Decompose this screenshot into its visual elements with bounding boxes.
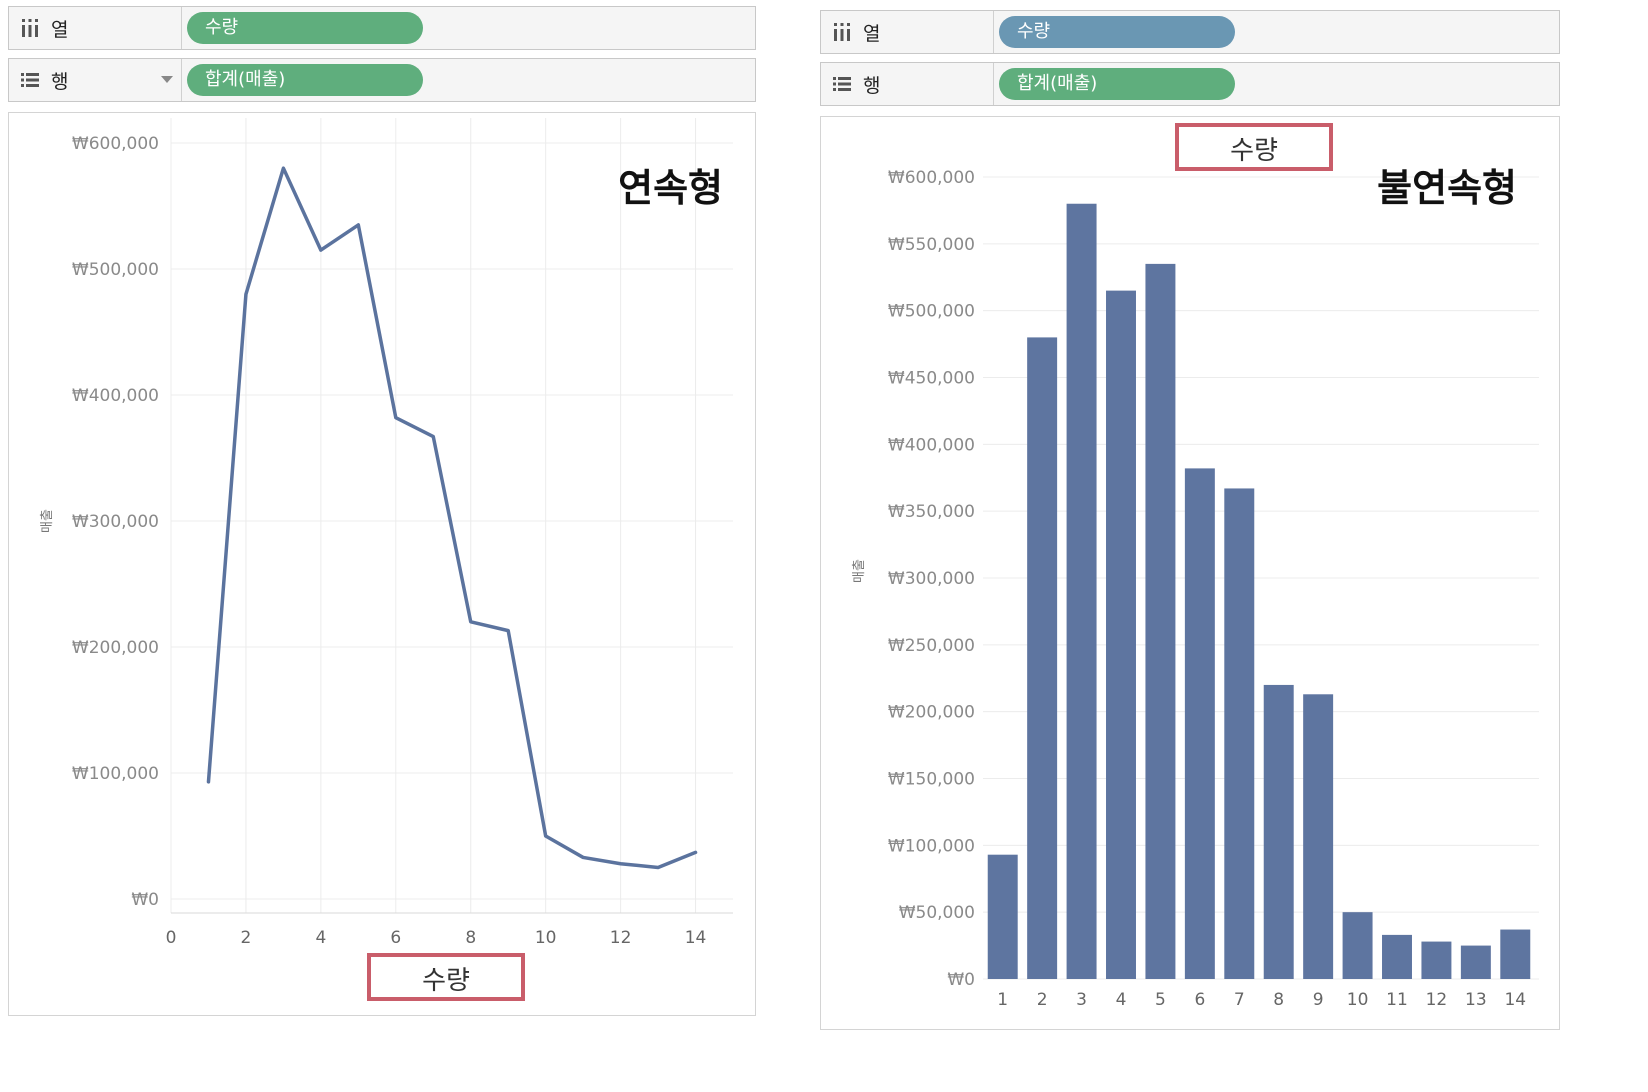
columns-shelf-text: 열 — [863, 22, 881, 45]
y-tick-label: ₩0 — [947, 970, 975, 990]
y-tick-label: ₩300,000 — [888, 569, 975, 589]
bar — [1460, 945, 1491, 979]
columns-icon — [22, 19, 38, 37]
x-axis-title-highlight — [367, 953, 525, 1001]
y-tick-label: ₩100,000 — [72, 764, 159, 784]
x-tick-label: 3 — [1076, 990, 1087, 1010]
columns-shelf-label: 열 — [821, 11, 994, 53]
x-tick-label: 8 — [1273, 990, 1284, 1010]
y-tick-label: ₩600,000 — [72, 134, 159, 154]
y-tick-label: ₩550,000 — [888, 235, 975, 255]
bar — [1224, 488, 1255, 979]
chevron-down-icon[interactable] — [161, 76, 173, 83]
x-tick-label: 5 — [1155, 990, 1166, 1010]
x-tick-label: 13 — [1465, 990, 1487, 1010]
x-tick-label: 11 — [1386, 990, 1408, 1010]
rows-shelf[interactable]: 행 합계(매출) — [820, 62, 1560, 106]
y-tick-label: ₩100,000 — [888, 836, 975, 856]
columns-icon — [834, 23, 850, 41]
bar — [1145, 263, 1176, 980]
x-tick-label: 9 — [1313, 990, 1324, 1010]
columns-shelf[interactable]: 열 수량 — [820, 10, 1560, 54]
y-tick-label: ₩250,000 — [888, 636, 975, 656]
bar — [1303, 694, 1334, 979]
rows-pill-sum-sales[interactable]: 합계(매출) — [999, 68, 1235, 100]
x-tick-label: 2 — [241, 928, 252, 948]
x-tick-label: 0 — [166, 928, 177, 948]
y-tick-label: ₩150,000 — [888, 770, 975, 790]
y-tick-label: ₩400,000 — [888, 435, 975, 455]
bar — [1106, 290, 1136, 979]
bar — [1184, 468, 1215, 979]
columns-shelf-label: 열 — [9, 7, 182, 49]
bar-chart: ₩0 ₩50,000 ₩100,000 ₩150,000 ₩200,000 ₩250,00… — [852, 123, 1539, 1010]
y-tick-label: ₩450,000 — [888, 369, 975, 389]
rows-shelf-text: 행 — [51, 70, 69, 93]
x-tick-label: 6 — [390, 928, 401, 948]
y-tick-label: ₩500,000 — [888, 302, 975, 322]
x-tick-label: 10 — [535, 928, 557, 948]
x-axis-title: 수량 — [1230, 136, 1278, 166]
line-chart-area: ₩0 ₩100,000 ₩200,000 ₩300,000 ₩400,000 ₩500,0… — [8, 112, 756, 1016]
x-tick-label: 4 — [315, 928, 326, 948]
line-chart: ₩0 ₩100,000 ₩200,000 ₩300,000 ₩400,000 ₩500,0… — [40, 118, 733, 1001]
y-tick-label: ₩400,000 — [72, 386, 159, 406]
chart-title: 연속형 — [618, 166, 723, 210]
bar — [1382, 934, 1412, 979]
rows-icon — [21, 73, 39, 87]
y-tick-label: ₩500,000 — [72, 260, 159, 280]
x-tick-label: 7 — [1234, 990, 1245, 1010]
y-tick-label: ₩0 — [131, 890, 159, 910]
bar — [1421, 941, 1452, 979]
rows-shelf-label: 행 — [9, 59, 182, 101]
y-tick-label: ₩600,000 — [888, 168, 975, 188]
x-tick-label: 8 — [465, 928, 476, 948]
series-line — [206, 166, 698, 870]
rows-shelf[interactable]: 행 합계(매출) — [8, 58, 756, 102]
x-tick-label: 6 — [1194, 990, 1205, 1010]
left-worksheet: 열 수량 행 합계(매출) ₩0 ₩100,000 ₩200,000 ₩300,000… — [0, 0, 800, 1092]
x-tick-label: 12 — [1426, 990, 1448, 1010]
columns-pill-quantity[interactable]: 수량 — [999, 16, 1235, 48]
bar — [1500, 929, 1531, 979]
chart-title: 불연속형 — [1377, 166, 1517, 210]
rows-pill-sum-sales[interactable]: 합계(매출) — [187, 64, 423, 96]
bar — [1263, 684, 1294, 979]
x-tick-label: 2 — [1037, 990, 1048, 1010]
right-worksheet: 열 수량 행 합계(매출) ₩0 ₩50,000 ₩100,000 ₩150,000 ₩… — [820, 0, 1648, 1092]
y-tick-label: ₩300,000 — [72, 512, 159, 532]
x-axis-title-highlight — [1175, 123, 1333, 171]
x-tick-label: 14 — [685, 928, 707, 948]
y-axis-title: 매출 — [852, 559, 867, 583]
y-tick-label: ₩50,000 — [899, 903, 975, 923]
bar — [1027, 337, 1058, 979]
y-tick-label: ₩200,000 — [888, 703, 975, 723]
y-tick-label: ₩350,000 — [888, 502, 975, 522]
rows-shelf-text: 행 — [863, 74, 881, 97]
y-axis-title: 매출 — [40, 509, 55, 533]
x-tick-label: 4 — [1116, 990, 1127, 1010]
bar — [987, 854, 1018, 979]
bar — [1066, 203, 1097, 979]
x-tick-label: 1 — [997, 990, 1008, 1010]
bar-chart-area: ₩0 ₩50,000 ₩100,000 ₩150,000 ₩200,000 ₩250,00… — [820, 116, 1560, 1030]
columns-shelf[interactable]: 열 수량 — [8, 6, 756, 50]
x-tick-label: 10 — [1347, 990, 1369, 1010]
x-tick-label: 12 — [610, 928, 632, 948]
x-axis-title: 수량 — [422, 966, 470, 996]
y-tick-label: ₩200,000 — [72, 638, 159, 658]
columns-shelf-text: 열 — [51, 18, 69, 41]
columns-pill-quantity[interactable]: 수량 — [187, 12, 423, 44]
rows-icon — [833, 77, 851, 91]
x-tick-label: 14 — [1504, 990, 1526, 1010]
bar — [1342, 912, 1373, 979]
rows-shelf-label: 행 — [821, 63, 994, 105]
